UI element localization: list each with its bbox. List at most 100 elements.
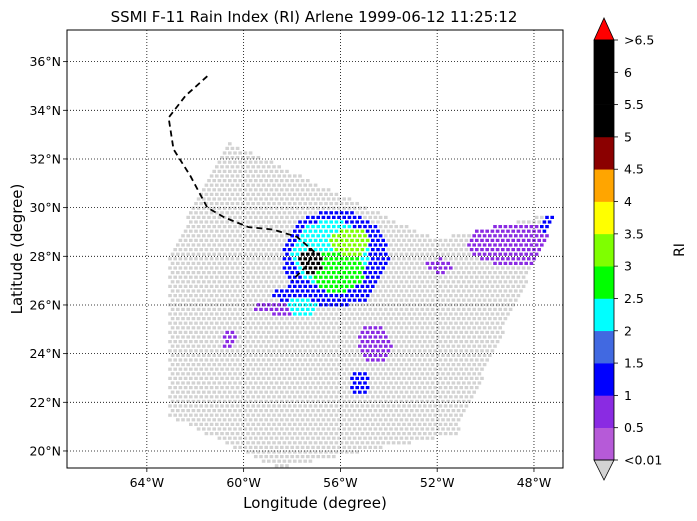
rain-pixel [209, 376, 214, 380]
rain-pixel [230, 432, 235, 436]
rain-pixel [355, 248, 359, 252]
rain-pixel [209, 211, 214, 215]
rain-pixel [394, 436, 398, 440]
rain-pixel [407, 386, 411, 390]
rain-pixel [306, 243, 310, 247]
rain-pixel [376, 376, 380, 380]
rain-pixel [420, 363, 424, 367]
rain-pixel [501, 275, 505, 279]
rain-pixel [204, 202, 209, 206]
rain-pixel [316, 344, 320, 348]
rain-pixel [410, 298, 414, 302]
rain-pixel [378, 344, 383, 348]
rain-pixel [407, 294, 411, 298]
rain-pixel [352, 289, 357, 293]
y-tick-label: 24°N [29, 346, 61, 361]
rain-pixel [482, 252, 487, 256]
rain-pixel [345, 321, 349, 325]
colorbar-tick-label: 2.5 [624, 291, 644, 306]
rain-pixel [199, 257, 203, 261]
rain-pixel [220, 248, 224, 252]
rain-pixel [176, 252, 180, 256]
rain-pixel [358, 326, 362, 330]
rain-pixel [342, 317, 346, 321]
rain-pixel [425, 289, 430, 293]
rain-pixel [170, 289, 175, 293]
rain-pixel [360, 275, 365, 279]
rain-pixel [319, 349, 323, 353]
rain-pixel [363, 215, 367, 219]
rain-pixel [282, 211, 287, 215]
rain-pixel [256, 432, 261, 436]
rain-pixel [228, 234, 232, 238]
rain-pixel [404, 335, 409, 339]
rain-pixel [464, 266, 469, 270]
rain-pixel [449, 376, 453, 380]
rain-pixel [389, 353, 393, 357]
rain-pixel [300, 271, 305, 275]
rain-pixel [482, 307, 487, 311]
rain-pixel [397, 432, 401, 436]
rain-pixel [238, 427, 242, 431]
rain-pixel [254, 206, 258, 210]
rain-pixel [381, 248, 385, 252]
rain-pixel [334, 422, 339, 426]
rain-pixel [209, 192, 214, 196]
rain-pixel [493, 234, 497, 238]
rain-pixel [241, 349, 245, 353]
rain-pixel [355, 432, 359, 436]
rain-pixel [454, 367, 458, 371]
rain-pixel [339, 312, 344, 316]
rain-pixel [337, 298, 341, 302]
rain-pixel [342, 344, 346, 348]
rain-pixel [438, 294, 443, 298]
rain-pixel [324, 284, 328, 288]
rain-pixel [352, 418, 357, 422]
rain-pixel [469, 395, 474, 399]
rain-pixel [337, 381, 341, 385]
rain-pixel [436, 427, 440, 431]
rain-pixel [264, 390, 268, 394]
rain-pixel [381, 340, 385, 344]
rain-pixel [215, 340, 219, 344]
rain-pixel [186, 289, 190, 293]
rain-pixel [326, 252, 331, 256]
rain-pixel [456, 335, 461, 339]
y-tick-label: 28°N [29, 249, 61, 264]
rain-pixel [248, 215, 253, 219]
rain-pixel [371, 422, 375, 426]
rain-pixel [298, 257, 302, 261]
rain-pixel [319, 330, 323, 334]
rain-pixel [345, 330, 349, 334]
x-tick-label: 56°W [323, 475, 358, 490]
rain-pixel [272, 349, 276, 353]
rain-pixel [303, 321, 307, 325]
rain-pixel [415, 436, 419, 440]
rain-pixel [298, 330, 302, 334]
rain-pixel [462, 399, 466, 403]
rain-pixel [519, 252, 523, 256]
rain-pixel [246, 404, 250, 408]
rain-pixel [410, 363, 414, 367]
rain-pixel [407, 441, 411, 445]
rain-pixel [217, 206, 222, 210]
rain-pixel [368, 381, 372, 385]
rain-pixel [233, 418, 237, 422]
rain-pixel [358, 280, 362, 284]
rain-pixel [246, 229, 250, 233]
rain-pixel [173, 294, 177, 298]
rain-pixel [196, 225, 201, 229]
rain-pixel [233, 215, 237, 219]
rain-pixel [269, 335, 274, 339]
rain-pixel [339, 367, 344, 371]
rain-pixel [189, 248, 193, 252]
rain-pixel [420, 307, 424, 311]
rain-pixel [256, 303, 261, 307]
rain-pixel [334, 294, 339, 298]
rain-pixel [212, 326, 216, 330]
rain-pixel [506, 266, 510, 270]
rain-pixel [519, 271, 523, 275]
rain-pixel [191, 317, 196, 321]
rain-pixel [436, 409, 440, 413]
rain-pixel [399, 289, 404, 293]
